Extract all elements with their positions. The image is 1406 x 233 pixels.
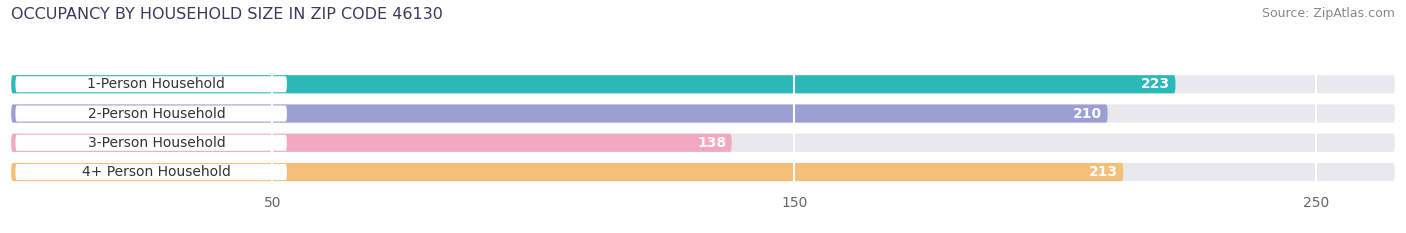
FancyBboxPatch shape [11, 163, 1123, 181]
FancyBboxPatch shape [11, 104, 1108, 123]
FancyBboxPatch shape [11, 134, 731, 152]
FancyBboxPatch shape [15, 164, 287, 180]
FancyBboxPatch shape [11, 134, 1395, 152]
FancyBboxPatch shape [11, 163, 1395, 181]
Text: 210: 210 [1073, 106, 1102, 120]
FancyBboxPatch shape [15, 135, 287, 151]
Text: 1-Person Household: 1-Person Household [87, 77, 225, 91]
FancyBboxPatch shape [11, 75, 1395, 93]
Text: 2-Person Household: 2-Person Household [87, 106, 225, 120]
Text: 223: 223 [1142, 77, 1170, 91]
FancyBboxPatch shape [15, 106, 287, 122]
Text: 138: 138 [697, 136, 727, 150]
FancyBboxPatch shape [15, 76, 287, 92]
FancyBboxPatch shape [11, 104, 1395, 123]
Text: 4+ Person Household: 4+ Person Household [82, 165, 231, 179]
Text: OCCUPANCY BY HOUSEHOLD SIZE IN ZIP CODE 46130: OCCUPANCY BY HOUSEHOLD SIZE IN ZIP CODE … [11, 7, 443, 22]
FancyBboxPatch shape [11, 75, 1175, 93]
Text: Source: ZipAtlas.com: Source: ZipAtlas.com [1261, 7, 1395, 20]
Text: 3-Person Household: 3-Person Household [87, 136, 225, 150]
Text: 213: 213 [1088, 165, 1118, 179]
